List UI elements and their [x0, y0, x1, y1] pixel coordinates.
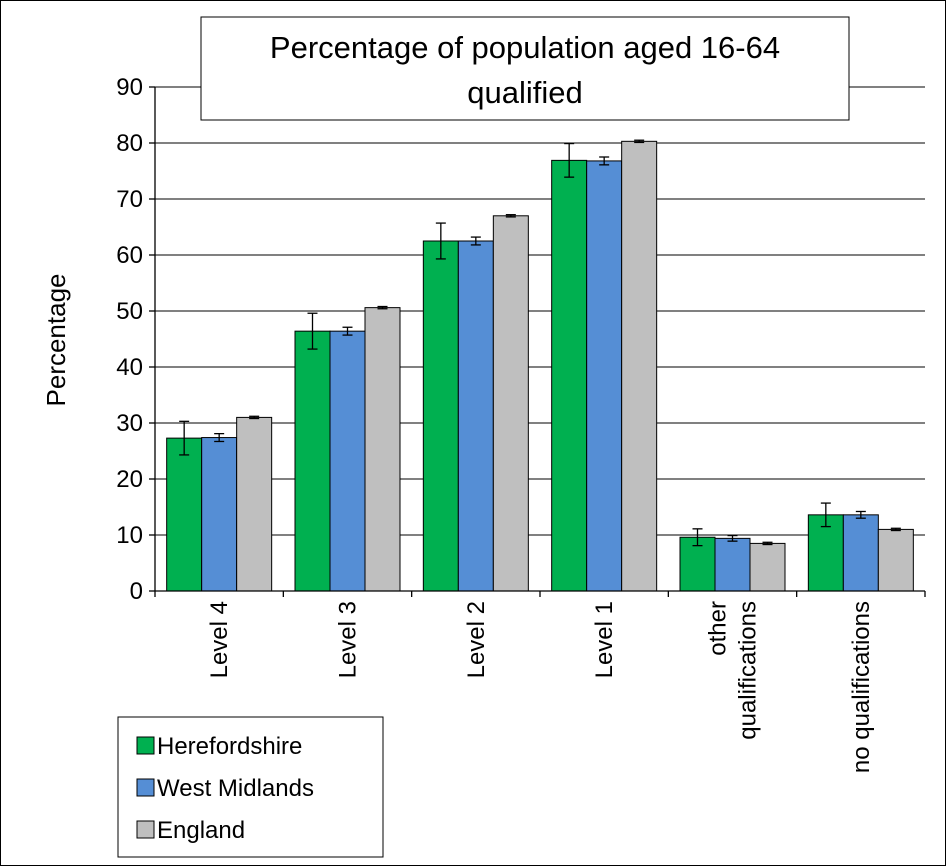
x-tick-label: no qualifications	[848, 601, 875, 773]
x-tick-label: Level 2	[463, 601, 490, 678]
legend: Herefordshire West Midlands England	[117, 716, 384, 858]
y-tick-label: 60	[116, 242, 143, 269]
y-tick-label: 70	[116, 186, 143, 213]
x-tick-label: Level 1	[591, 601, 618, 678]
bar	[586, 160, 623, 592]
legend-label: Herefordshire	[157, 733, 302, 760]
bar	[364, 307, 401, 592]
bars	[166, 140, 914, 592]
y-tick-label: 0	[130, 578, 143, 605]
bar	[621, 140, 658, 592]
legend-label: West Midlands	[157, 775, 314, 802]
bar	[166, 437, 203, 592]
bar	[749, 542, 786, 592]
y-axis-label: Percentage	[41, 274, 71, 407]
chart-title-line-1: Percentage of population aged 16-64	[270, 30, 780, 65]
legend-frame	[117, 716, 384, 858]
y-tick-label: 40	[116, 354, 143, 381]
legend-label: England	[157, 817, 245, 844]
bar	[714, 537, 751, 592]
y-tick-label: 30	[116, 410, 143, 437]
x-tick-label: qualifications	[735, 601, 762, 740]
legend-swatch	[136, 736, 155, 755]
legend-swatch	[136, 778, 155, 797]
bar	[842, 514, 879, 592]
bar	[457, 240, 494, 592]
bar	[201, 437, 238, 592]
bar	[329, 330, 366, 592]
bar	[294, 330, 331, 592]
y-tick-label: 80	[116, 130, 143, 157]
title-frame	[200, 16, 850, 121]
x-tick-label: other	[705, 601, 732, 656]
legend-swatch	[136, 820, 155, 839]
x-tick-labels: Level 4 Level 3 Level 2 Level 1 other qualifi…	[206, 601, 875, 773]
y-tick-labels: 0 10 20 30 40 50 60 70 80 90	[116, 74, 143, 605]
y-tick-label: 10	[116, 522, 143, 549]
bar	[422, 240, 459, 592]
bar	[877, 528, 914, 592]
axes	[149, 86, 926, 597]
x-tick-label: Level 3	[335, 601, 362, 678]
bar	[236, 416, 273, 592]
bar	[551, 159, 588, 592]
y-tick-label: 90	[116, 74, 143, 101]
chart-title-line-2: qualified	[467, 75, 582, 110]
y-tick-label: 20	[116, 466, 143, 493]
y-tick-label: 50	[116, 298, 143, 325]
bar	[492, 215, 529, 592]
error-bars	[179, 139, 901, 547]
x-tick-label: Level 4	[206, 601, 233, 678]
chart-title-box: Percentage of population aged 16-64 qual…	[200, 16, 850, 121]
